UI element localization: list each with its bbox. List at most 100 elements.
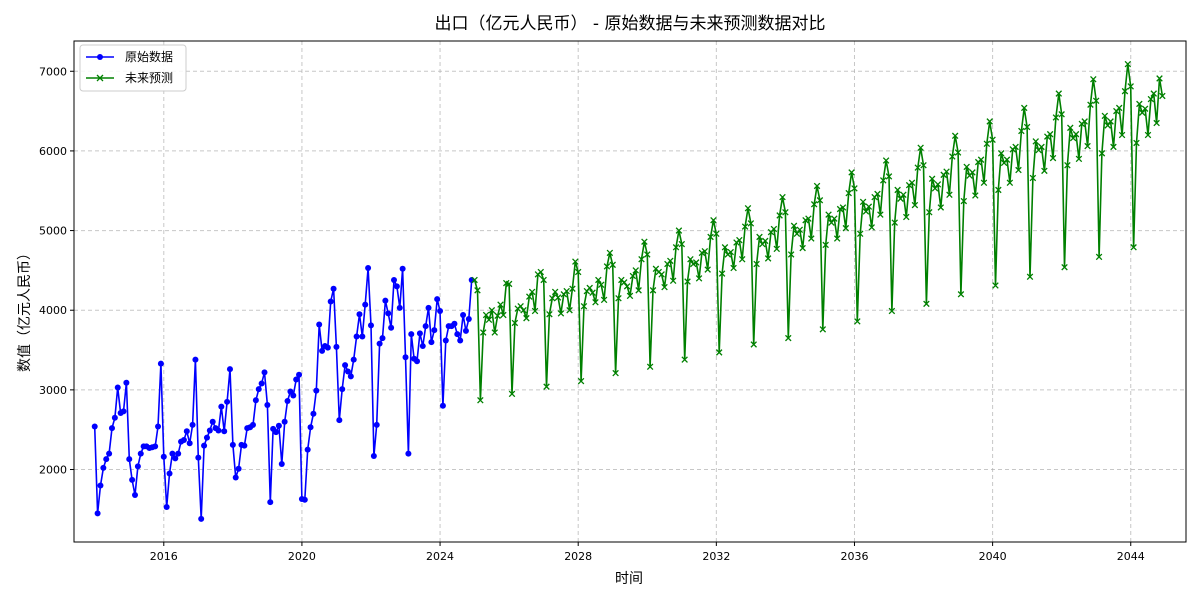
data-point — [365, 265, 372, 272]
data-point — [1127, 83, 1134, 90]
data-point — [330, 285, 337, 292]
data-point — [681, 356, 688, 363]
series-original — [91, 265, 475, 522]
data-point — [339, 386, 346, 393]
data-point — [157, 360, 164, 367]
legend-label: 原始数据 — [125, 49, 173, 64]
data-point — [839, 204, 847, 211]
data-point — [94, 510, 101, 517]
data-point — [249, 421, 256, 428]
data-point — [111, 414, 118, 421]
data-point — [1084, 142, 1091, 150]
data-point — [1144, 131, 1152, 139]
x-tick-label: 2020 — [288, 550, 316, 563]
data-point — [554, 294, 562, 301]
data-point — [600, 296, 608, 304]
data-point — [160, 453, 167, 460]
data-point — [603, 263, 611, 270]
data-point — [888, 307, 896, 315]
data-point — [405, 450, 412, 457]
data-point — [557, 310, 565, 317]
data-point — [1069, 134, 1077, 142]
data-point — [169, 450, 176, 457]
data-point — [192, 356, 199, 363]
data-point — [1003, 156, 1011, 163]
data-point — [672, 244, 680, 251]
data-point — [379, 335, 386, 342]
data-point — [1015, 166, 1022, 174]
data-point — [1090, 75, 1097, 83]
data-point — [370, 452, 377, 459]
data-point — [523, 314, 530, 322]
data-point — [951, 132, 959, 140]
data-point — [753, 260, 760, 268]
data-point — [460, 311, 467, 318]
data-point — [235, 465, 242, 472]
data-point — [183, 428, 190, 435]
data-point — [658, 271, 665, 278]
data-point — [520, 306, 527, 314]
y-tick-label: 6000 — [39, 145, 67, 158]
data-point — [825, 211, 832, 218]
data-point — [928, 175, 936, 183]
data-point — [1141, 105, 1149, 112]
data-point — [882, 157, 890, 164]
data-point — [1159, 92, 1166, 100]
data-point — [805, 215, 812, 222]
data-point — [419, 343, 426, 350]
data-point — [172, 455, 179, 462]
data-point — [980, 179, 988, 187]
data-point — [891, 219, 899, 226]
data-point — [373, 421, 380, 428]
x-tick-label: 2036 — [840, 550, 868, 563]
data-point — [494, 312, 501, 320]
data-point — [333, 343, 340, 350]
data-point — [198, 515, 205, 522]
data-point — [911, 201, 919, 209]
data-point — [1018, 127, 1025, 135]
legend-item: 原始数据 — [86, 49, 173, 64]
data-point — [931, 185, 939, 192]
data-point — [437, 308, 444, 315]
data-point — [123, 379, 130, 386]
data-point — [451, 320, 458, 327]
data-point — [730, 264, 737, 272]
data-point — [431, 327, 438, 334]
legend-marker — [96, 74, 104, 82]
data-point — [319, 347, 326, 354]
data-point — [206, 427, 213, 434]
data-point — [715, 349, 723, 356]
data-point — [195, 454, 202, 461]
data-point — [382, 297, 389, 304]
data-point — [255, 386, 262, 393]
data-point — [1092, 97, 1100, 104]
data-point — [764, 255, 772, 262]
y-tick-label: 4000 — [39, 304, 67, 317]
data-point — [465, 315, 472, 322]
data-point — [221, 428, 228, 435]
data-point — [1115, 104, 1123, 112]
data-point — [920, 161, 927, 169]
data-point — [224, 398, 231, 405]
data-point — [388, 324, 395, 331]
data-point — [304, 446, 311, 453]
data-point — [393, 283, 400, 290]
data-point — [586, 284, 593, 292]
data-point — [508, 390, 516, 398]
data-point — [347, 373, 354, 380]
data-point — [810, 201, 818, 208]
data-point — [402, 354, 409, 361]
series-forecast — [471, 60, 1166, 404]
data-point — [1058, 111, 1065, 118]
data-point — [868, 224, 875, 231]
data-point — [865, 203, 873, 210]
data-point — [163, 503, 170, 510]
data-point — [923, 300, 930, 308]
data-point — [526, 293, 533, 300]
data-point — [859, 198, 867, 206]
data-point — [646, 363, 654, 371]
data-point — [692, 259, 700, 266]
legend-marker — [97, 54, 103, 60]
data-point — [471, 276, 478, 284]
